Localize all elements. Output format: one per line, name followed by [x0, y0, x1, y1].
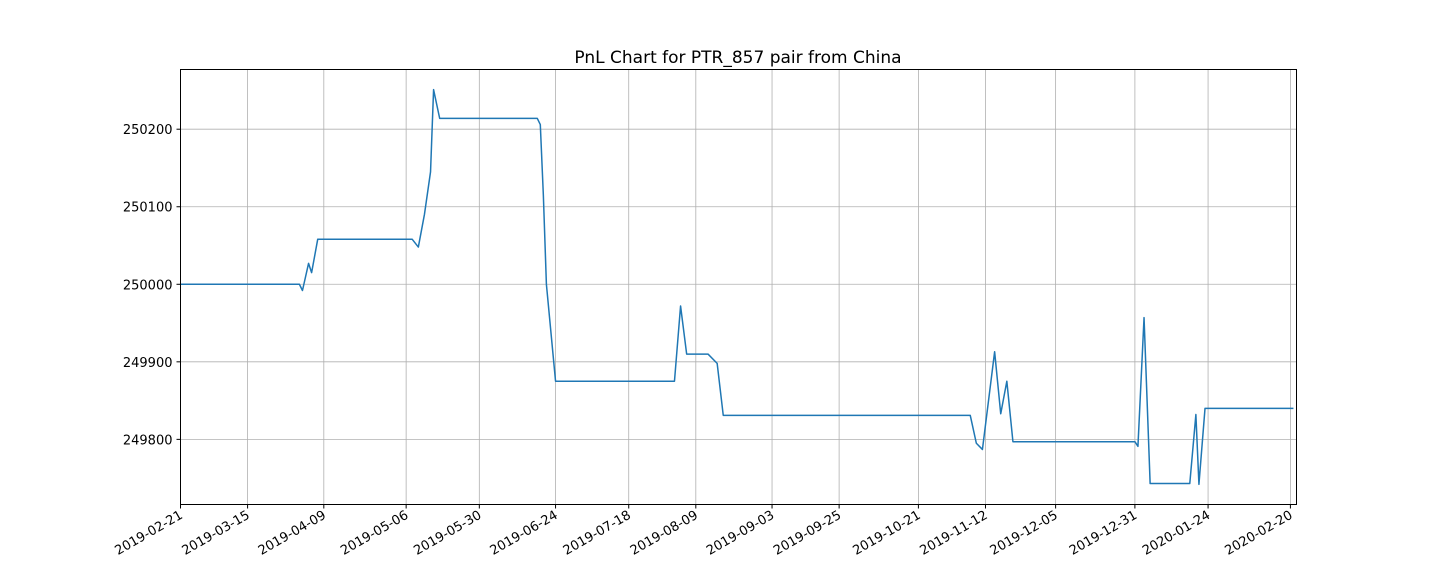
- y-tick-label: 250200: [123, 123, 173, 138]
- series-line-0: [180, 88, 1294, 486]
- x-tick-label: 2019-04-09: [256, 508, 329, 559]
- plot-area-frame: [180, 69, 1297, 505]
- x-tick-label: 2019-09-03: [704, 508, 777, 559]
- x-tick-label: 2019-05-06: [338, 508, 411, 559]
- y-tick-label: 249900: [123, 356, 173, 371]
- x-tick-label: 2019-12-31: [1067, 508, 1140, 559]
- x-tick-label: 2019-05-30: [411, 508, 484, 559]
- x-tick-label: 2020-01-24: [1140, 508, 1213, 559]
- x-tick-label: 2020-02-20: [1222, 508, 1295, 559]
- series-layer: [180, 88, 1294, 486]
- y-tick-label: 250000: [123, 278, 173, 293]
- x-tick-label: 2019-09-25: [771, 508, 844, 559]
- x-tick-label: 2019-11-12: [918, 508, 991, 559]
- y-tick-label: 249800: [123, 433, 173, 448]
- chart-title: PnL Chart for PTR_857 pair from China: [574, 48, 901, 68]
- x-tick-label: 2019-08-09: [628, 508, 701, 559]
- grid-layer: [180, 69, 1297, 505]
- x-tick-label: 2019-06-24: [488, 508, 561, 559]
- y-tick-label: 250100: [123, 201, 173, 216]
- x-tick-label: 2019-07-18: [561, 508, 634, 559]
- x-tick-label: 2019-10-21: [850, 508, 923, 559]
- x-tick-label: 2019-12-05: [988, 508, 1061, 559]
- x-tick-label: 2019-02-21: [113, 508, 186, 559]
- x-tick-label: 2019-03-15: [180, 508, 253, 559]
